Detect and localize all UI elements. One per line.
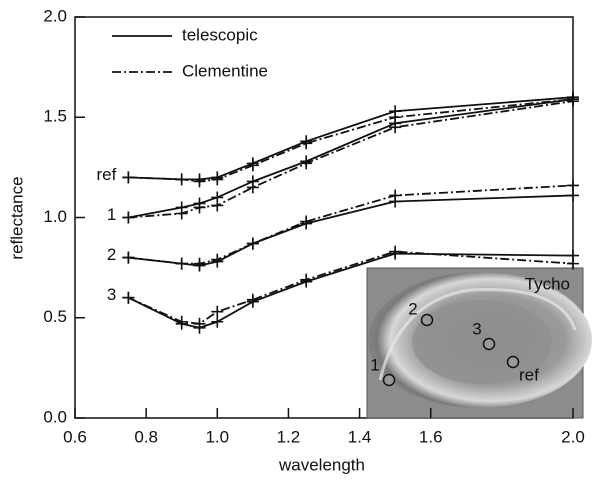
line-label: ref (97, 165, 117, 184)
data-point (389, 189, 402, 202)
x-tick-label: 2.0 (561, 427, 585, 446)
data-point (193, 175, 206, 188)
y-tick-label: 1.5 (43, 107, 67, 126)
data-line (128, 96, 574, 181)
data-point (246, 293, 259, 306)
y-tick-label: 2.0 (43, 6, 67, 25)
data-point (567, 189, 579, 202)
x-axis-label: wavelength (278, 455, 365, 474)
data-point (193, 317, 206, 330)
y-tick-label: 1.0 (43, 207, 67, 226)
x-tick-label: 0.8 (134, 427, 158, 446)
data-point (246, 181, 259, 194)
inset-point-label: 2 (408, 299, 417, 318)
data-point (122, 251, 135, 264)
data-point (389, 111, 402, 124)
data-point (175, 257, 188, 270)
data-point (122, 211, 135, 224)
data-point (389, 245, 402, 258)
data-point (567, 179, 579, 192)
x-tick-label: 1.4 (348, 427, 372, 446)
inset-point-label: 1 (370, 355, 379, 374)
data-point (211, 315, 224, 328)
inset-point (382, 373, 396, 387)
data-point (175, 207, 188, 220)
y-tick-label: 0.5 (43, 307, 67, 326)
data-line (128, 98, 574, 219)
data-point (193, 257, 206, 270)
inset-title: Tycho (525, 274, 570, 293)
y-tick-label: 0.0 (43, 407, 67, 426)
x-tick-label: 1.6 (419, 427, 443, 446)
x-tick-label: 0.6 (63, 427, 87, 446)
line-label: 3 (107, 285, 116, 304)
data-point (122, 291, 135, 304)
inset-point (506, 355, 520, 369)
data-point (567, 95, 579, 108)
data-line (128, 100, 574, 219)
legend-label: Clementine (182, 61, 268, 80)
data-point (246, 159, 259, 172)
inset-point (482, 337, 496, 351)
data-point (300, 157, 313, 170)
inset-point-label: 3 (472, 319, 481, 338)
data-point (389, 121, 402, 134)
inset-point-label: ref (519, 365, 539, 384)
line-label: 2 (107, 245, 116, 264)
data-point (122, 171, 135, 184)
line-label: 1 (107, 205, 116, 224)
x-tick-label: 1.0 (205, 427, 229, 446)
data-point (246, 237, 259, 250)
inset-image: Tycho 1 2 3 ref (366, 267, 592, 419)
data-point (175, 315, 188, 328)
data-point (300, 137, 313, 150)
legend-label: telescopic (182, 25, 258, 44)
x-tick-label: 1.2 (277, 427, 301, 446)
data-point (300, 215, 313, 228)
inset-point (420, 313, 434, 327)
data-point (567, 257, 579, 270)
y-axis-label: reflectance (7, 176, 26, 259)
data-point (300, 273, 313, 286)
data-point (175, 173, 188, 186)
data-point (211, 173, 224, 186)
data-point (211, 305, 224, 318)
data-point (211, 199, 224, 212)
data-point (211, 253, 224, 266)
data-point (193, 201, 206, 214)
